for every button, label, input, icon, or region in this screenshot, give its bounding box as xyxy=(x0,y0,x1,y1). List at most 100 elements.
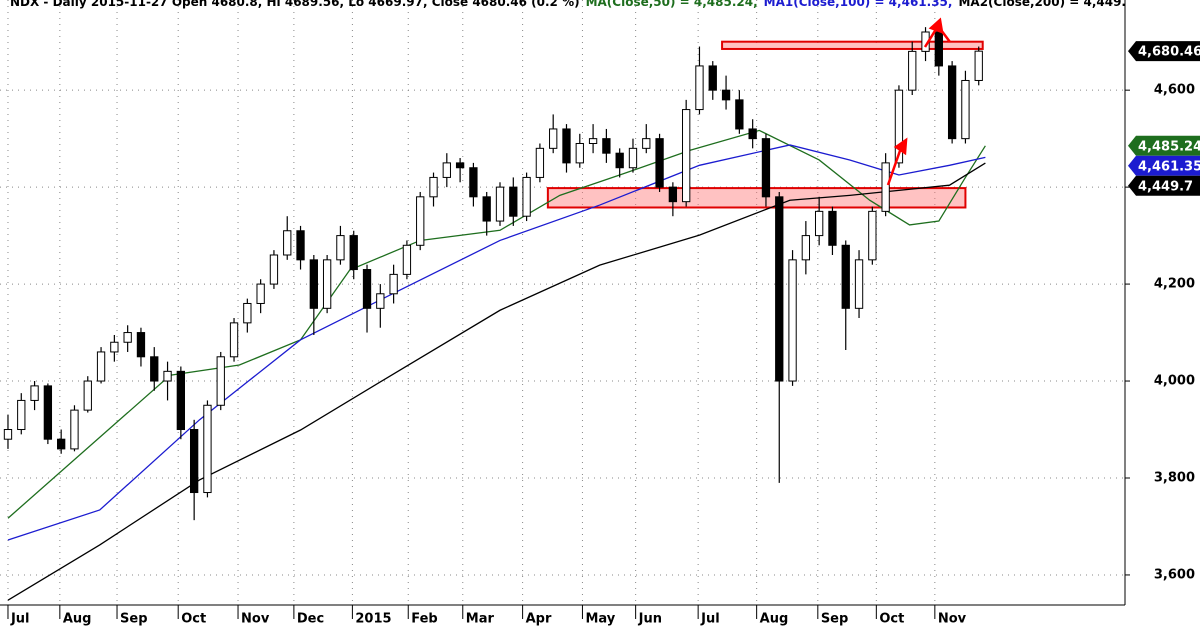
candle-body xyxy=(775,196,784,382)
x-tick-label: Sep xyxy=(120,612,147,627)
candle-body xyxy=(469,167,478,198)
x-tick-label: Aug xyxy=(760,612,789,627)
x-tick-label: Jun xyxy=(638,612,662,627)
candle-body xyxy=(602,138,611,154)
candle-body xyxy=(402,244,412,275)
candle-body xyxy=(761,138,771,198)
value-tag-label: 4,449.7 xyxy=(1138,179,1193,194)
candle-body xyxy=(269,254,279,285)
candle-body xyxy=(163,370,172,382)
candle-body xyxy=(322,259,332,309)
candle-body xyxy=(43,385,53,440)
candle-body xyxy=(908,50,917,91)
x-tick-label: Oct xyxy=(181,612,206,627)
value-tag-box xyxy=(1128,135,1200,156)
x-tick-label: Jul xyxy=(700,612,720,627)
candle-body xyxy=(575,142,584,164)
candle-body xyxy=(110,341,119,353)
x-tick-label: Nov xyxy=(241,612,270,627)
candle-body xyxy=(974,50,983,81)
candles xyxy=(3,27,983,521)
arrow xyxy=(886,144,904,186)
candle-body xyxy=(854,259,864,309)
x-tick-label: Apr xyxy=(526,612,552,627)
grid xyxy=(0,0,1125,605)
candle-body xyxy=(642,138,651,149)
zone xyxy=(721,40,984,50)
candle-body xyxy=(416,196,425,246)
candle-body xyxy=(349,235,358,271)
candle-body xyxy=(3,429,13,440)
candle-body xyxy=(429,176,438,198)
candle-body xyxy=(362,269,372,309)
x-tick-label: Nov xyxy=(938,612,967,627)
legend-entry: MA(Close,50) = 4,485.24, xyxy=(586,0,758,9)
arrow-head xyxy=(893,137,908,156)
ma-line xyxy=(7,162,986,601)
candle-body xyxy=(828,210,837,246)
candle-body xyxy=(442,162,451,178)
candle-body xyxy=(229,322,239,358)
candle-body xyxy=(788,259,797,382)
candle-body xyxy=(814,210,824,237)
candle-body xyxy=(96,351,106,382)
value-tag-box xyxy=(1128,175,1200,196)
candle-body xyxy=(562,128,571,164)
legend-entry: MA2(Close,200) = 4,449.70 xyxy=(958,0,1142,9)
candle-body xyxy=(203,404,212,494)
legend-entry: MA1(Close,100) = 4,461.35, xyxy=(764,0,953,9)
x-tick-label: 2015 xyxy=(355,612,391,627)
value-tag-label: 4,485.24 xyxy=(1138,139,1200,154)
candle-body xyxy=(721,89,731,101)
candle-body xyxy=(150,356,159,382)
x-tick-label: Aug xyxy=(63,612,92,627)
candle-body xyxy=(176,370,186,431)
candle-body xyxy=(70,409,79,450)
y-tick-label: 4,600 xyxy=(1154,83,1195,98)
candle-body xyxy=(283,230,292,256)
arrow-head xyxy=(928,17,944,34)
candle-body xyxy=(708,65,717,91)
x-tick-label: May xyxy=(585,612,615,627)
candle-body xyxy=(668,186,678,203)
x-tick-label: Sep xyxy=(821,612,849,627)
candle-body xyxy=(83,380,92,411)
chart-title: NDX - Daily 2015-11-27 Open 4680.8, Hi 4… xyxy=(10,0,1143,9)
candle-body xyxy=(57,438,66,450)
title-text: NDX - Daily 2015-11-27 Open 4680.8, Hi 4… xyxy=(10,0,580,9)
candle-body xyxy=(482,196,491,222)
candle-body xyxy=(655,138,664,188)
value-tag-box xyxy=(1128,41,1200,62)
candle-body xyxy=(509,186,518,217)
value-tag-label: 4,461.35 xyxy=(1138,159,1200,174)
candle-body xyxy=(695,65,704,111)
candle-body xyxy=(801,235,811,261)
x-tick-label: Feb xyxy=(411,612,437,627)
candle-body xyxy=(17,399,26,431)
candle-body xyxy=(216,356,225,406)
candle-body xyxy=(868,210,877,261)
y-tick-label: 4,000 xyxy=(1154,374,1195,389)
candle-body xyxy=(947,65,957,140)
candle-body xyxy=(296,230,305,261)
x-tick-label: Oct xyxy=(879,612,904,627)
last-value-tags: 4,680.46 4,485.24 4,461.35 4,449.7 xyxy=(1128,41,1200,196)
candle-body xyxy=(588,138,598,144)
candle-body xyxy=(549,128,558,149)
candle-body xyxy=(189,429,199,494)
axes: 3,6003,8004,0004,2004,4004,600JulAugSepO… xyxy=(7,83,1195,627)
y-tick-label: 3,600 xyxy=(1154,567,1195,582)
value-tag-label: 4,680.46 xyxy=(1138,45,1200,60)
candle-body xyxy=(522,176,531,217)
candle-body xyxy=(682,109,691,203)
candle-body xyxy=(615,152,624,169)
candle-body xyxy=(389,273,398,295)
candle-body xyxy=(535,147,545,178)
x-tick-label: Mar xyxy=(466,612,495,627)
x-tick-label: Jul xyxy=(10,612,30,627)
x-tick-label: Dec xyxy=(297,612,324,627)
candle-body xyxy=(309,259,318,309)
y-tick-label: 4,200 xyxy=(1154,277,1195,292)
value-tag-box xyxy=(1128,155,1200,176)
